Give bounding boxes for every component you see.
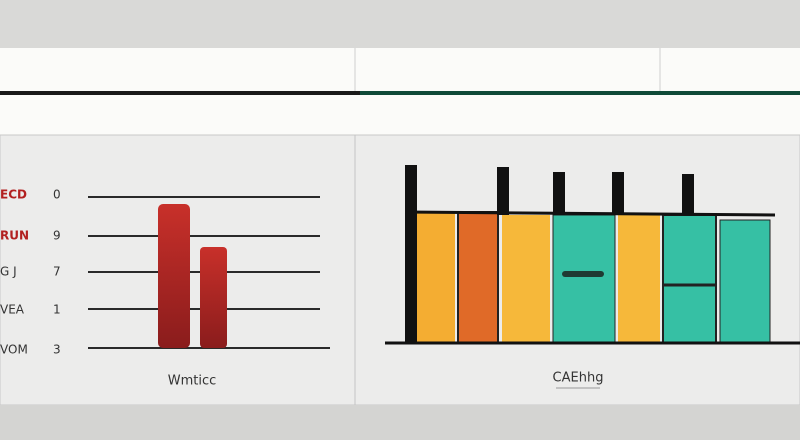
post: [682, 174, 694, 215]
block: [552, 214, 616, 344]
block: [502, 215, 550, 343]
subheader-band: [0, 95, 800, 135]
row-label: ECD: [0, 188, 27, 202]
block-mark: [562, 271, 604, 277]
block: [415, 212, 455, 343]
bottom-bar: [0, 405, 800, 440]
row-label: G J: [0, 265, 17, 279]
post: [553, 172, 565, 215]
left-panel: ECD 0 RUN 9 G J 7 VEA 1 VOM 3 Wmticc: [0, 188, 330, 389]
post: [405, 165, 417, 343]
block: [719, 219, 771, 344]
block: [662, 214, 717, 344]
row-number: 0: [53, 188, 61, 202]
row-number: 1: [53, 303, 61, 317]
row-label: VEA: [0, 303, 25, 317]
row-number: 9: [53, 229, 61, 243]
row-number: 7: [53, 265, 61, 279]
rule: [0, 91, 360, 95]
block: [457, 211, 499, 344]
bar-shape: [158, 204, 190, 348]
caption: CAEhhg: [553, 371, 604, 386]
row-label: RUN: [0, 229, 29, 243]
block: [618, 215, 660, 343]
frame-line: [404, 210, 776, 217]
caption: Wmticc: [168, 374, 217, 389]
bar-shape: [200, 247, 227, 348]
post: [497, 167, 509, 215]
right-panel: CAEhhg: [385, 165, 800, 389]
rule: [360, 91, 800, 95]
top-bar: [0, 0, 800, 48]
row-label: VOM: [0, 343, 28, 357]
row-number: 3: [53, 343, 61, 357]
post: [612, 172, 624, 215]
header-band: [0, 48, 800, 93]
